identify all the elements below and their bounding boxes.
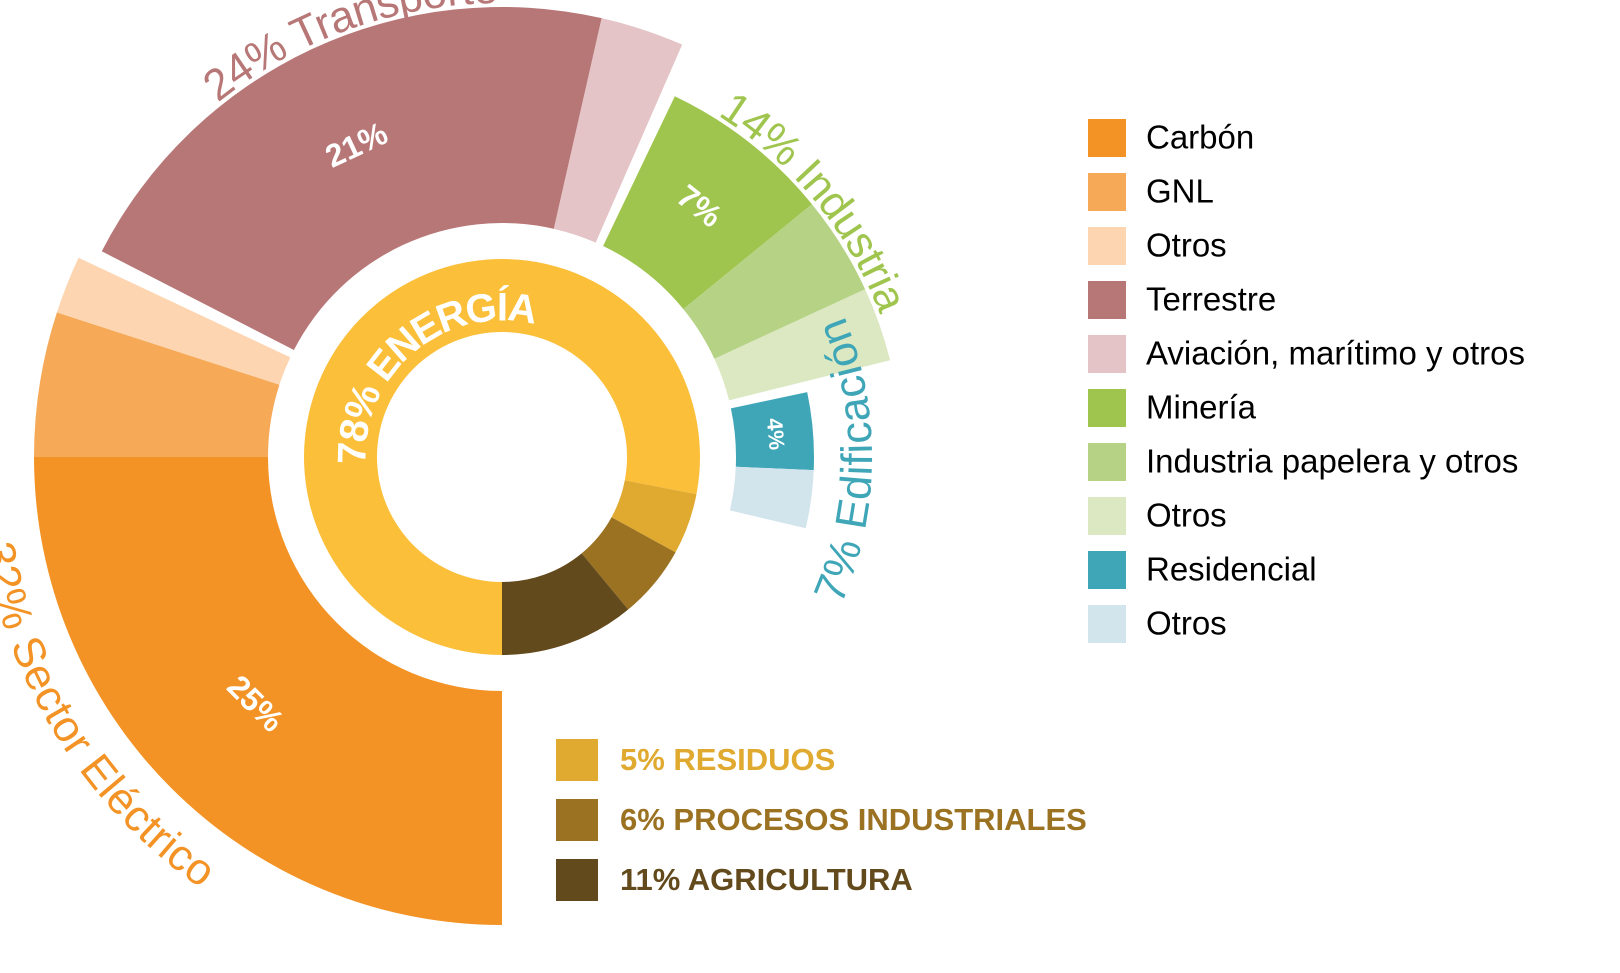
legend-label: Minería — [1146, 389, 1257, 426]
legend-swatch — [556, 859, 598, 901]
legend-swatch — [1088, 281, 1126, 319]
ring-label: 78% ENERGÍA — [330, 284, 540, 465]
legend-label: Industria papelera y otros — [1146, 443, 1518, 480]
legend-label: 5% RESIDUOS — [620, 742, 835, 777]
legend-swatch — [1088, 443, 1126, 481]
outer-segment — [553, 18, 683, 243]
legend-swatch — [1088, 389, 1126, 427]
value-label: 4% — [762, 417, 790, 451]
legend-label: 11% AGRICULTURA — [620, 862, 913, 897]
legend-label: 6% PROCESOS INDUSTRIALES — [620, 802, 1087, 837]
legend-swatch — [1088, 551, 1126, 589]
outer-segment — [34, 457, 502, 925]
legend-label: Aviación, marítimo y otros — [1146, 335, 1525, 372]
legend-swatch — [1088, 605, 1126, 643]
outer-segment — [683, 204, 866, 359]
ring-label-path: 78% ENERGÍA — [330, 284, 540, 465]
inner-segment — [502, 553, 629, 655]
legend-label: Terrestre — [1146, 281, 1276, 318]
legend-swatch — [1088, 335, 1126, 373]
legend-label: Otros — [1146, 227, 1227, 264]
legend-label: Residencial — [1146, 551, 1317, 588]
legend-swatch — [1088, 173, 1126, 211]
outer-segment — [714, 289, 891, 401]
legend-label: Carbón — [1146, 119, 1254, 156]
legend-label: Otros — [1146, 497, 1227, 534]
sector — [729, 392, 814, 529]
legend-swatch — [1088, 227, 1126, 265]
sector — [34, 257, 502, 925]
inner-segment — [581, 517, 676, 610]
legend-label: GNL — [1146, 173, 1214, 210]
legend-swatch — [1088, 497, 1126, 535]
outer-segment — [56, 257, 291, 385]
outer-segment — [603, 96, 812, 310]
legend-swatch — [556, 739, 598, 781]
outer-segment — [729, 466, 814, 529]
sector — [603, 96, 891, 401]
inner-segment — [611, 480, 697, 553]
legend-label: Otros — [1146, 605, 1227, 642]
inner-segment — [303, 259, 700, 655]
outer-segment — [34, 312, 280, 457]
sector — [101, 7, 683, 351]
legend-swatch — [1088, 119, 1126, 157]
legend-swatch — [556, 799, 598, 841]
outer-segment — [730, 392, 814, 471]
outer-segment — [101, 7, 602, 351]
